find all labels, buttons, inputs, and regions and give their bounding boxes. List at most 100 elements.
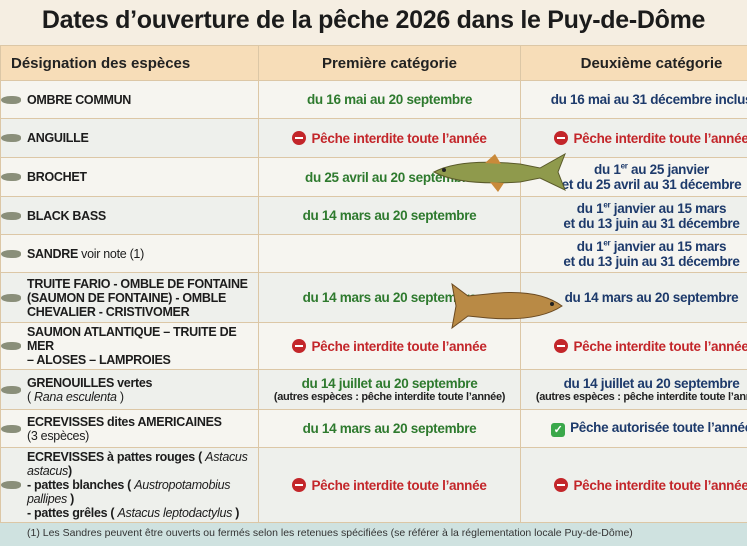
species-icon — [1, 481, 21, 489]
species-name-part: ) — [68, 464, 72, 478]
species-name-part: (SAUMON DE FONTAINE) - OMBLE — [27, 291, 226, 305]
species-name-line: SANDRE voir note (1) — [27, 247, 256, 261]
species-cell: ECREVISSES dites AMERICAINES(3 espèces) — [1, 410, 259, 448]
period-text: du 1 — [577, 201, 604, 216]
species-cell: SANDRE voir note (1) — [1, 235, 259, 273]
species-icon — [1, 96, 21, 104]
period-cell-first: du 25 avril au 20 septembre — [259, 158, 521, 197]
species-cell: BROCHET — [1, 158, 259, 197]
period-text: du 16 mai au 20 septembre — [307, 92, 472, 107]
no-entry-icon — [554, 131, 568, 145]
species-name-part: – ALOSES – LAMPROIES — [27, 353, 171, 367]
table-row: ECREVISSES dites AMERICAINES(3 espèces)d… — [1, 410, 747, 448]
period-text: Pêche interdite toute l’année — [573, 131, 747, 146]
period-cell-first: Pêche interdite toute l’année — [259, 119, 521, 158]
species-name-line: CHEVALIER - CRISTIVOMER — [27, 305, 256, 319]
period-text: Pêche interdite toute l’année — [573, 339, 747, 354]
period-text: Pêche interdite toute l’année — [573, 478, 747, 493]
species-name-line: - pattes grêles ( Astacus leptodactylus … — [27, 506, 256, 520]
no-entry-icon — [554, 339, 568, 353]
species-name-line: ECREVISSES dites AMERICAINES — [27, 415, 256, 429]
header-species: Désignation des espèces — [1, 46, 259, 81]
no-entry-icon — [292, 339, 306, 353]
period-line: du 1er janvier au 15 mars — [523, 239, 747, 254]
period-cell-second: Pêche interdite toute l’année — [521, 323, 747, 370]
period-text: Pêche interdite toute l’année — [311, 131, 486, 146]
period-text: janvier au 15 mars — [610, 201, 726, 216]
period-text: du 25 avril au 20 septembre — [305, 170, 474, 185]
period-line: du 25 avril au 20 septembre — [261, 170, 518, 185]
fishing-dates-table: Désignation des espèces Première catégor… — [0, 45, 747, 523]
period-cell-second: du 14 mars au 20 septembre — [521, 273, 747, 323]
table-row: TRUITE FARIO - OMBLE DE FONTAINE(SAUMON … — [1, 273, 747, 323]
species-name-part: SANDRE — [27, 247, 81, 261]
species-name-part: ) — [67, 492, 74, 506]
species-name-line: BROCHET — [27, 170, 256, 184]
species-icon — [1, 386, 21, 394]
header-first-category: Première catégorie — [259, 46, 521, 81]
period-cell-second: du 14 juillet au 20 septembre(autres esp… — [521, 370, 747, 410]
species-name-line: (SAUMON DE FONTAINE) - OMBLE — [27, 291, 256, 305]
species-name-line: GRENOUILLES vertes — [27, 376, 256, 390]
table-row: SANDRE voir note (1) du 1er janvier au 15… — [1, 235, 747, 273]
species-name-line: (3 espèces) — [27, 429, 256, 443]
period-text: du 16 mai au 31 décembre inclus — [551, 92, 747, 107]
species-name-part: TRUITE FARIO - OMBLE DE FONTAINE — [27, 277, 248, 291]
period-text: du 14 juillet au 20 septembre — [564, 376, 740, 391]
period-text: du 1 — [594, 162, 621, 177]
species-name-line: ( Rana esculenta ) — [27, 390, 256, 404]
species-name-part: OMBRE COMMUN — [27, 93, 131, 107]
no-entry-icon — [292, 131, 306, 145]
period-text: et du 25 avril au 31 décembre — [562, 177, 742, 192]
table-row: SAUMON ATLANTIQUE – TRUITE DE MER– ALOSE… — [1, 323, 747, 370]
table-row: OMBRE COMMUN du 16 mai au 20 septembre du … — [1, 81, 747, 119]
table-row: ANGUILLE Pêche interdite toute l’année Pêc… — [1, 119, 747, 158]
species-name-part: SAUMON ATLANTIQUE – TRUITE DE MER — [27, 325, 236, 353]
period-text: Pêche interdite toute l’année — [311, 478, 486, 493]
species-cell: BLACK BASS — [1, 197, 259, 235]
species-icon — [1, 342, 21, 350]
species-icon — [1, 173, 21, 181]
period-cell-second: du 16 mai au 31 décembre inclus — [521, 81, 747, 119]
footnote: (1) Les Sandres peuvent être ouverts ou … — [0, 523, 747, 546]
period-cell-first: Pêche interdite toute l’année — [259, 323, 521, 370]
period-text: et du 13 juin au 31 décembre — [563, 254, 739, 269]
period-cell-first: du 14 mars au 20 septembre — [259, 273, 521, 323]
period-line: Pêche interdite toute l’année — [523, 131, 747, 146]
species-cell: SAUMON ATLANTIQUE – TRUITE DE MER– ALOSE… — [1, 323, 259, 370]
period-line: et du 25 avril au 31 décembre — [523, 177, 747, 192]
table-row: GRENOUILLES vertes( Rana esculenta )du 1… — [1, 370, 747, 410]
period-cell-first: du 14 juillet au 20 septembre(autres esp… — [259, 370, 521, 410]
period-text: Pêche autorisée toute l’année — [570, 420, 747, 435]
page-title: Dates d’ouverture de la pêche 2026 dans … — [0, 0, 747, 45]
species-name-line: – ALOSES – LAMPROIES — [27, 353, 256, 367]
species-name-part: ECREVISSES dites AMERICAINES — [27, 415, 222, 429]
period-line: du 14 juillet au 20 septembre — [523, 376, 747, 391]
species-cell: ECREVISSES à pattes rouges ( Astacus ast… — [1, 448, 259, 523]
species-icon — [1, 250, 21, 258]
period-line: Pêche interdite toute l’année — [261, 478, 518, 493]
species-name-part: BLACK BASS — [27, 209, 106, 223]
species-cell: TRUITE FARIO - OMBLE DE FONTAINE(SAUMON … — [1, 273, 259, 323]
period-line: du 14 juillet au 20 septembre — [261, 376, 518, 391]
species-name-line: ECREVISSES à pattes rouges ( Astacus ast… — [27, 450, 256, 478]
species-name-line: - pattes blanches ( Austropotamobius pal… — [27, 478, 256, 506]
species-icon — [1, 425, 21, 433]
period-line: et du 13 juin au 31 décembre — [523, 254, 747, 269]
period-line: ✓ Pêche autorisée toute l’année — [523, 420, 747, 437]
period-text: du 1 — [577, 239, 604, 254]
species-name-part: CHEVALIER - CRISTIVOMER — [27, 305, 189, 319]
table-row: ECREVISSES à pattes rouges ( Astacus ast… — [1, 448, 747, 523]
species-name-line: TRUITE FARIO - OMBLE DE FONTAINE — [27, 277, 256, 291]
period-cell-second: Pêche interdite toute l’année — [521, 119, 747, 158]
period-note: (autres espèces : pêche interdite toute … — [261, 391, 518, 404]
period-line: et du 13 juin au 31 décembre — [523, 216, 747, 231]
period-cell-first: du 14 mars au 20 septembre — [259, 410, 521, 448]
species-name-part: BROCHET — [27, 170, 87, 184]
checkmark-icon: ✓ — [551, 423, 565, 437]
no-entry-icon — [554, 478, 568, 492]
species-name-part: ANGUILLE — [27, 131, 89, 145]
